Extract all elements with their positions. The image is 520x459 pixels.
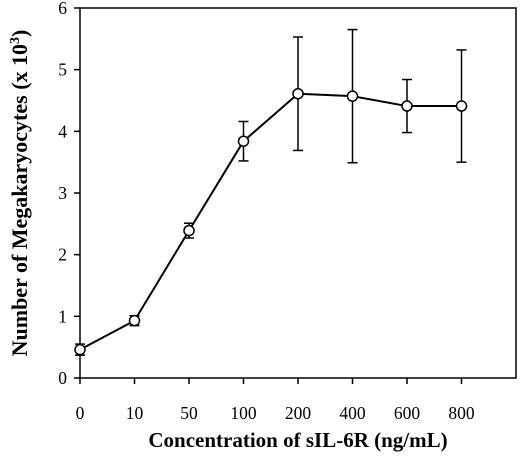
x-tick-label: 800: [448, 403, 475, 423]
y-axis-label-close: ): [7, 30, 32, 37]
x-axis-label: Concentration of sIL-6R (ng/mL): [148, 428, 447, 452]
y-tick-label: 5: [58, 60, 67, 80]
y-axis-label: Number of Megakaryocytes (x 103): [7, 30, 32, 357]
data-point: [74, 343, 86, 356]
data-point: [455, 100, 468, 112]
x-tick-label: 400: [339, 403, 366, 423]
y-tick-label: 6: [58, 0, 67, 18]
y-axis-label-text: Number of Megakaryocytes (x 10: [7, 44, 32, 356]
x-tick-label: 50: [180, 403, 198, 423]
error-bars: [75, 28, 467, 356]
data-point: [237, 135, 250, 147]
data-point: [128, 314, 141, 327]
y-tick-label: 2: [58, 245, 67, 265]
y-tick-label: 3: [58, 183, 67, 203]
data-point: [401, 100, 413, 112]
y-axis: 0 1 2 3 4 5 6: [58, 0, 80, 388]
data-points: [74, 87, 468, 356]
y-tick-label: 1: [58, 306, 67, 326]
series-line: [79, 92, 462, 351]
x-axis: 0 10 50 100 200 400 600 800: [76, 378, 475, 423]
x-tick-label: 100: [230, 403, 257, 423]
data-point: [183, 224, 195, 237]
x-tick-label: 600: [394, 403, 421, 423]
y-tick-label: 4: [58, 121, 67, 141]
x-tick-label: 10: [126, 403, 144, 423]
data-point: [292, 87, 304, 100]
y-axis-label-exponent: 3: [8, 37, 23, 44]
x-tick-label: 0: [76, 403, 85, 423]
y-tick-label: 0: [58, 368, 67, 388]
data-point: [346, 90, 359, 102]
x-tick-label: 200: [285, 403, 312, 423]
